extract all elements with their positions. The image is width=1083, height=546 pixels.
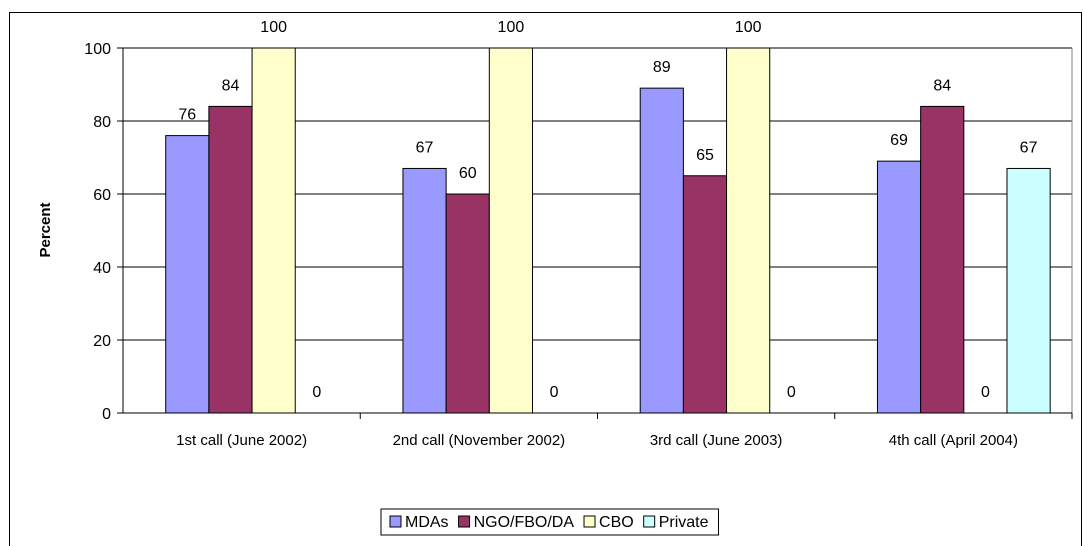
x-tick-label: 1st call (June 2002) xyxy=(176,432,308,449)
data-label: 67 xyxy=(416,139,434,156)
legend-box xyxy=(380,508,719,536)
bar xyxy=(165,135,210,414)
data-label: 0 xyxy=(312,384,321,401)
data-label: 76 xyxy=(178,107,196,124)
bar xyxy=(1006,167,1051,414)
legend-item: MDAs xyxy=(389,514,449,531)
legend-label: Private xyxy=(659,514,709,531)
y-tick-label: 80 xyxy=(93,114,111,131)
data-label: 60 xyxy=(459,165,477,182)
y-axis-label: Percent xyxy=(37,202,54,257)
bar xyxy=(682,175,728,414)
bar xyxy=(445,193,490,414)
legend-label: MDAs xyxy=(405,514,449,531)
data-label: 67 xyxy=(1020,139,1038,156)
y-tick-label: 0 xyxy=(102,406,111,423)
data-label: 0 xyxy=(550,384,559,401)
legend-item: NGO/FBO/DA xyxy=(458,514,575,531)
bar xyxy=(488,47,533,414)
legend: MDAs NGO/FBO/DA CBO Private xyxy=(380,508,719,536)
legend-swatch xyxy=(458,515,471,528)
y-tick-label: 60 xyxy=(93,187,111,204)
data-label: 100 xyxy=(260,19,287,36)
legend-item: CBO xyxy=(583,514,634,531)
chart-frame xyxy=(9,12,1082,546)
data-label: 100 xyxy=(735,19,762,36)
legend-label: NGO/FBO/DA xyxy=(474,514,575,531)
bar xyxy=(251,47,296,414)
data-label: 100 xyxy=(498,19,525,36)
legend-swatch xyxy=(583,515,596,528)
data-label: 84 xyxy=(222,77,240,94)
data-label: 0 xyxy=(981,384,990,401)
bar xyxy=(876,160,922,414)
legend-swatch xyxy=(643,515,656,528)
x-tick-label: 2nd call (November 2002) xyxy=(392,432,566,449)
legend-label: CBO xyxy=(599,514,634,531)
data-label: 69 xyxy=(890,132,908,149)
legend-swatch xyxy=(389,515,402,528)
y-tick-label: 20 xyxy=(93,333,111,350)
data-label: 65 xyxy=(696,147,714,164)
bar xyxy=(639,87,684,414)
x-tick-label-box: 4th call (April 2004) xyxy=(888,432,1018,449)
data-label: 84 xyxy=(933,77,951,94)
bar xyxy=(208,105,253,414)
x-tick-label-box: 1st call (June 2002) xyxy=(176,432,308,449)
bar xyxy=(402,167,447,414)
legend-item: Private xyxy=(643,514,709,531)
x-tick-label: 4th call (April 2004) xyxy=(888,432,1018,449)
bar xyxy=(920,105,965,414)
y-tick-label: 40 xyxy=(93,260,111,277)
x-tick-label-box: 2nd call (November 2002) xyxy=(392,432,566,449)
data-label: 0 xyxy=(787,384,796,401)
x-tick-label-box: 3rd call (June 2003) xyxy=(649,432,783,449)
bar xyxy=(726,47,771,414)
y-tick-label: 100 xyxy=(84,41,111,58)
data-label: 89 xyxy=(653,59,671,76)
x-tick-label: 3rd call (June 2003) xyxy=(649,432,783,449)
